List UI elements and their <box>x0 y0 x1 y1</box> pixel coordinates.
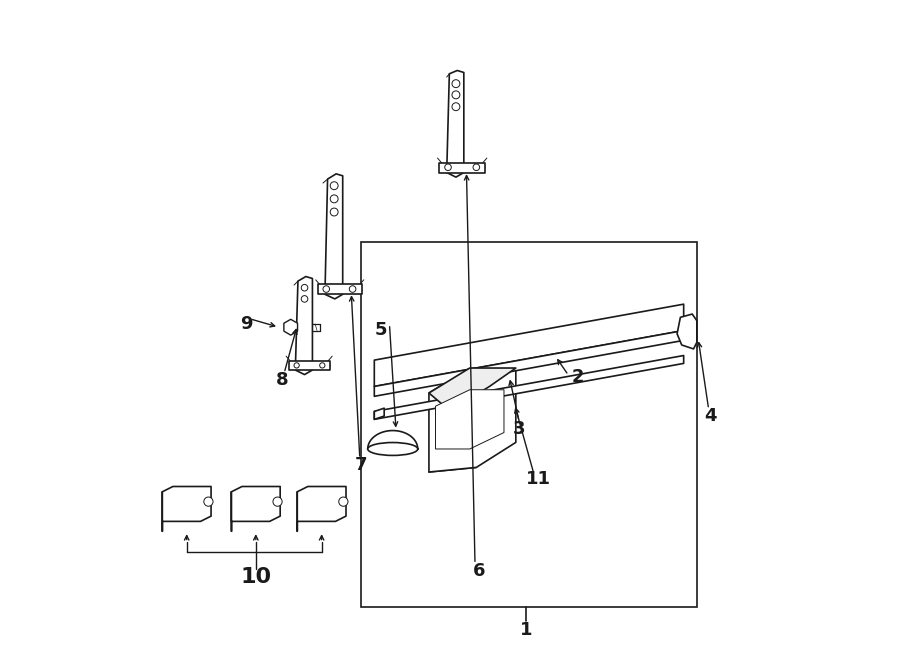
Bar <box>361 242 697 607</box>
Polygon shape <box>374 408 384 419</box>
Text: 9: 9 <box>239 315 252 333</box>
Polygon shape <box>436 390 504 449</box>
Polygon shape <box>446 71 464 177</box>
Circle shape <box>452 80 460 88</box>
Text: 5: 5 <box>374 321 387 340</box>
Polygon shape <box>374 356 684 419</box>
Text: 1: 1 <box>519 621 532 639</box>
Ellipse shape <box>368 442 418 455</box>
Circle shape <box>330 182 338 190</box>
Text: 10: 10 <box>240 567 272 588</box>
Polygon shape <box>368 430 418 449</box>
Text: 11: 11 <box>526 469 552 488</box>
Polygon shape <box>318 284 362 294</box>
Circle shape <box>203 497 213 506</box>
Circle shape <box>294 363 300 368</box>
Polygon shape <box>297 486 346 531</box>
Polygon shape <box>429 368 516 410</box>
Polygon shape <box>162 486 212 531</box>
Circle shape <box>320 363 325 368</box>
Circle shape <box>302 295 308 302</box>
Polygon shape <box>325 174 343 299</box>
Polygon shape <box>374 330 684 397</box>
Polygon shape <box>284 319 298 335</box>
Circle shape <box>349 286 356 292</box>
Text: 2: 2 <box>572 368 585 385</box>
Text: 7: 7 <box>355 457 367 475</box>
Circle shape <box>273 497 283 506</box>
Text: 3: 3 <box>513 420 526 438</box>
Polygon shape <box>374 304 684 387</box>
Polygon shape <box>289 361 330 370</box>
Polygon shape <box>295 276 312 375</box>
Polygon shape <box>231 486 280 531</box>
Polygon shape <box>429 368 516 472</box>
Circle shape <box>330 208 338 216</box>
Circle shape <box>452 102 460 110</box>
Circle shape <box>330 195 338 203</box>
Circle shape <box>445 164 451 171</box>
Text: 6: 6 <box>473 562 486 580</box>
Circle shape <box>323 286 329 292</box>
Circle shape <box>473 164 480 171</box>
Circle shape <box>338 497 348 506</box>
Polygon shape <box>677 314 697 349</box>
Polygon shape <box>439 163 485 173</box>
Text: 8: 8 <box>275 371 289 389</box>
Circle shape <box>302 284 308 291</box>
Text: 4: 4 <box>704 407 716 425</box>
Circle shape <box>452 91 460 98</box>
